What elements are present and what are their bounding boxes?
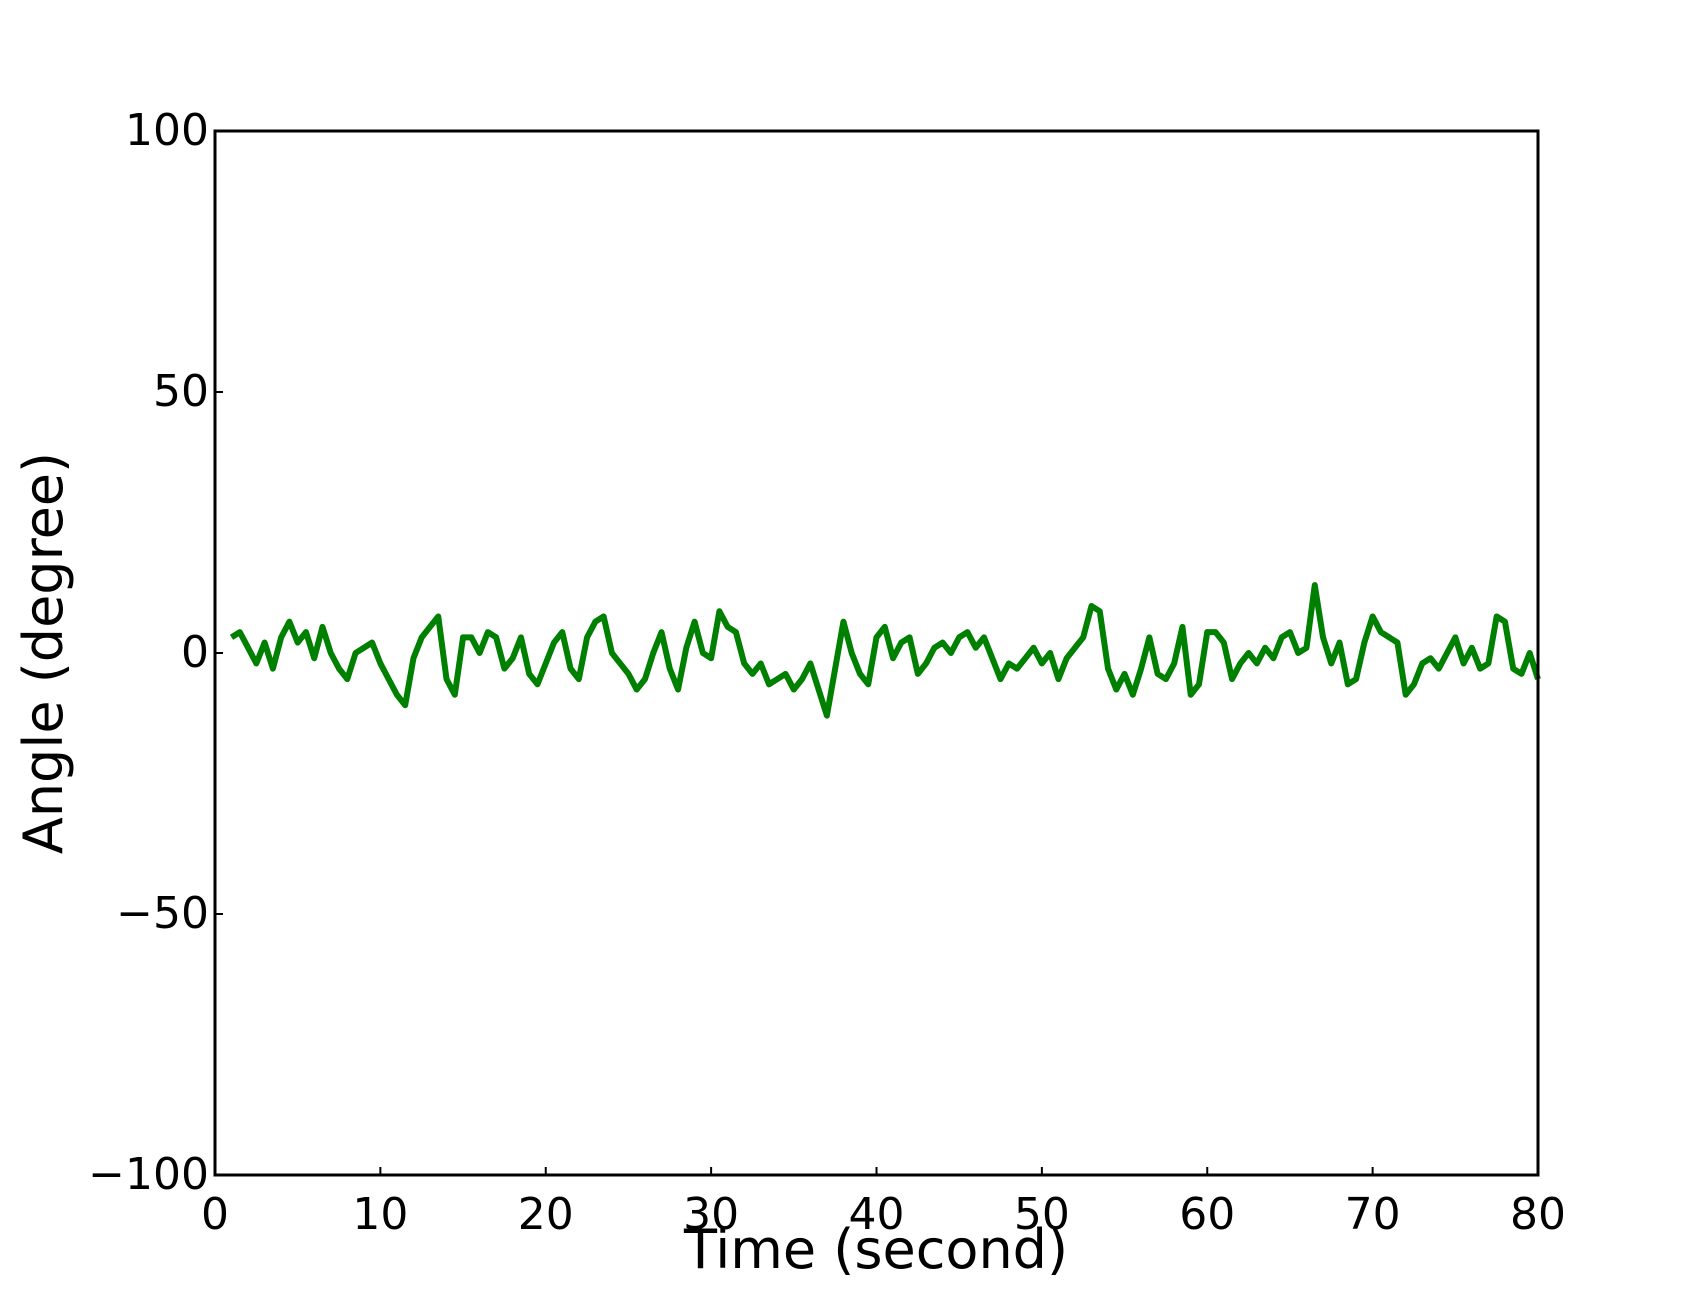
x-tick-label: 60 bbox=[1179, 1189, 1235, 1240]
x-tick-label: 20 bbox=[518, 1189, 574, 1240]
x-tick-label: 40 bbox=[849, 1189, 905, 1240]
x-axis-label: Time (second) bbox=[683, 1218, 1068, 1281]
data-line bbox=[229, 582, 1541, 719]
x-tick-label: 0 bbox=[201, 1189, 229, 1240]
y-tick-label: −50 bbox=[116, 888, 209, 939]
x-tick-label: 30 bbox=[683, 1189, 739, 1240]
y-axis-label: Angle (degree) bbox=[12, 452, 75, 854]
y-tick-label: −100 bbox=[88, 1149, 209, 1200]
y-tick-label: 100 bbox=[125, 105, 209, 156]
x-tick-label: 50 bbox=[1014, 1189, 1070, 1240]
x-tick-label: 70 bbox=[1345, 1189, 1401, 1240]
y-tick-label: 0 bbox=[181, 627, 209, 678]
x-tick-label: 80 bbox=[1510, 1189, 1566, 1240]
x-tick-label: 10 bbox=[352, 1189, 408, 1240]
plot-frame bbox=[213, 129, 1540, 1177]
y-tick-label: 50 bbox=[153, 366, 209, 417]
